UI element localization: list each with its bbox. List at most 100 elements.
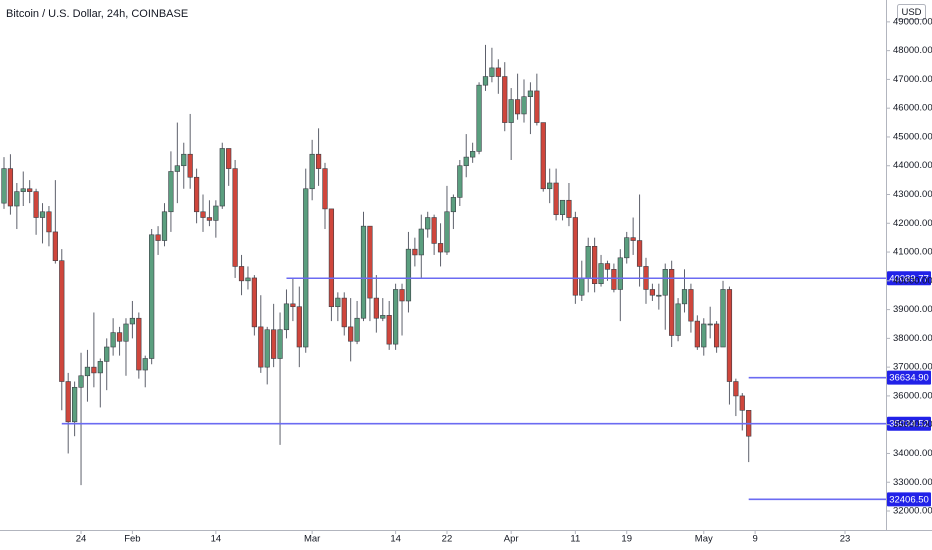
candle-body (681, 289, 688, 305)
candle-body (39, 211, 46, 218)
candle-body (46, 211, 52, 233)
y-tick-label: 38000.00 (893, 333, 932, 344)
candle-body (264, 329, 270, 368)
y-tick-label: 39000.00 (893, 304, 932, 315)
candle-body (701, 323, 707, 348)
level-label: 36634.90 (889, 373, 929, 384)
y-tick-label: 37000.00 (893, 362, 932, 373)
candle-body (116, 332, 123, 342)
candles (1, 44, 752, 486)
candle-body (251, 277, 257, 328)
candle-body (630, 237, 636, 241)
x-tick-label: 19 (621, 534, 632, 545)
candle-body (514, 99, 521, 115)
y-tick-label: 48000.00 (893, 45, 932, 56)
candle-body (59, 260, 65, 382)
candle-body (559, 199, 566, 215)
candle-body (399, 289, 405, 302)
candle-body (579, 277, 585, 296)
candle-body (662, 269, 668, 296)
candle-body (348, 326, 354, 342)
candle-body (405, 248, 412, 302)
candle-body (110, 332, 116, 348)
y-tick-label: 42000.00 (893, 218, 932, 229)
candle-body (502, 76, 508, 123)
candle-body (495, 67, 501, 77)
currency-box[interactable] (897, 4, 926, 20)
x-tick-label: Feb (124, 534, 140, 545)
y-tick-label: 43000.00 (893, 189, 932, 200)
candle-body (296, 306, 302, 348)
candle-body (489, 67, 495, 77)
y-tick-label: 32000.00 (893, 506, 932, 517)
candle-body (418, 228, 424, 256)
y-tick-label: 33000.00 (893, 477, 932, 488)
candle-body (219, 148, 225, 207)
level-label-box (887, 271, 931, 286)
candle-body (322, 168, 328, 210)
candle-body (373, 297, 379, 319)
y-tick-label: 49000.00 (893, 16, 932, 27)
candle-body (649, 289, 656, 296)
candle-body (354, 317, 360, 342)
candle-body (315, 153, 322, 169)
level-label-box (887, 492, 931, 507)
candle-body (232, 168, 238, 267)
candle-body (425, 217, 431, 230)
candle-body (386, 315, 392, 345)
candle-body (598, 263, 604, 285)
candle-body (540, 122, 546, 190)
candle-body (14, 191, 20, 207)
candle-body (367, 225, 373, 299)
candle-body (33, 191, 39, 218)
candle-body (129, 317, 136, 325)
candle-body (91, 366, 97, 374)
candle-body (437, 243, 444, 253)
x-tick-label: 23 (840, 534, 851, 545)
candle-body (97, 361, 103, 374)
candle-body (669, 269, 675, 336)
x-tick-label: 9 (752, 534, 757, 545)
candle-body (104, 346, 110, 362)
candle-body (521, 96, 527, 115)
candle-body (675, 303, 681, 336)
candle-body (380, 315, 386, 319)
candle-body (283, 303, 290, 331)
candle-body (206, 217, 213, 221)
x-tick-label: Mar (304, 534, 320, 545)
candle-body (636, 240, 643, 267)
candle-body (470, 151, 476, 158)
axes: 32000.00 33000.00 34000.00 35000.00 36000.00… (76, 16, 932, 544)
candle-body (720, 289, 726, 348)
candle-body (303, 188, 309, 348)
candle-body (20, 188, 26, 192)
level-label-box (887, 416, 931, 431)
candle-body (553, 182, 559, 215)
candle-body (412, 248, 418, 256)
candle-body (592, 245, 598, 285)
candle-body (482, 76, 489, 86)
candle-body (161, 211, 168, 241)
candle-body (547, 182, 553, 190)
candle-body (309, 153, 315, 190)
currency-label[interactable]: USD (901, 7, 921, 18)
candle-body (392, 289, 399, 345)
x-tick-label: 11 (570, 534, 580, 545)
candle-body (78, 375, 84, 388)
y-tick-label: 34000.00 (893, 448, 932, 459)
candle-body (149, 234, 155, 359)
candle-body (508, 99, 514, 123)
candle-body (123, 323, 129, 342)
candle-body (226, 148, 232, 169)
candle-body (457, 165, 463, 198)
candle-body (84, 366, 91, 377)
candle-body (476, 84, 482, 152)
candle-body (566, 199, 572, 218)
candle-body (431, 217, 437, 244)
y-tick-label: 47000.00 (893, 74, 932, 85)
candle-body (290, 303, 296, 308)
y-tick-label: 46000.00 (893, 103, 932, 114)
candle-body (694, 320, 700, 348)
